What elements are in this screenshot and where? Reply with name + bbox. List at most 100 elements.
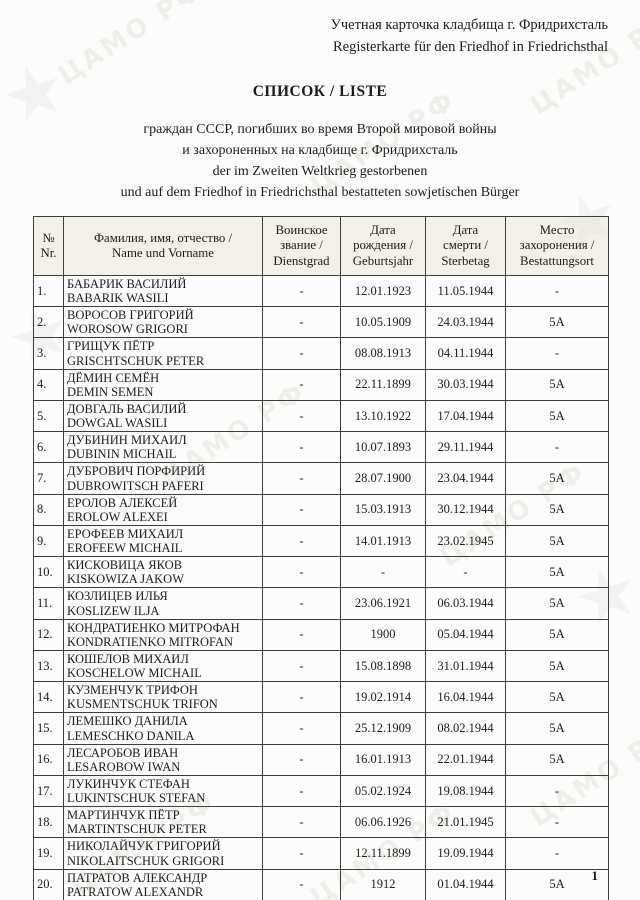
col-header-burial-place: Место захоронения / Bestattungsort [505,215,609,276]
death-date-cell: 19.09.1944 [425,837,506,870]
row-number: 17. [33,774,64,808]
rank-cell: - [262,868,341,900]
burial-place-cell: 5А [505,681,609,714]
table-row: 2. ВОРОСОВ ГРИГОРИЙ WOROSOW GRIGORI -10.05… [33,306,609,339]
death-date-cell: 31.01.1944 [425,649,506,683]
name-cell: МАРТИНЧУК ПЁТР MARTINTSCHUK PETER [63,806,263,839]
name-cell: ДОВГАЛЬ ВАСИЛИЙ DOWGAL WASILI [63,399,263,433]
birth-date-cell: 06.06.1926 [340,806,426,839]
birth-date-cell: 1900 [340,618,426,651]
death-date-cell: 30.12.1944 [425,493,506,526]
rank-cell: - [262,556,341,589]
name-cell: КИСКОВИЦА ЯКОВ KISKOWIZA JAKOW [63,556,263,589]
row-number: 7. [33,462,64,495]
rank-cell: - [262,649,341,683]
death-date-cell: - [425,556,506,589]
header-line-german: Registerkarte für den Friedhof in Friedr… [332,39,608,56]
rank-cell: - [262,462,341,495]
row-number: 18. [33,806,64,839]
burial-list-table: № Nr. Фамилия, имя, отчество / Name und … [33,215,609,900]
burial-place-cell: - [505,837,609,870]
name-cell: КОШЕЛОВ МИХАИЛ KOSCHELOW MICHAIL [63,649,263,683]
name-cell: ВОРОСОВ ГРИГОРИЙ WOROSOW GRIGORI [63,306,263,339]
death-date-cell: 30.03.1944 [425,368,506,401]
name-cell: ЛЕСАРОБОВ ИВАН LESAROBOW IWAN [63,743,263,776]
table-row: 7. ДУБРОВИЧ ПОРФИРИЙ DUBROWITSCH PAFERI -2… [33,462,609,495]
death-date-cell: 22.01.1944 [425,743,506,776]
row-number: 6. [33,431,64,464]
rank-cell: - [262,368,341,401]
birth-date-cell: - [340,556,426,589]
row-number: 5. [33,399,64,433]
table-row: 8. ЕРОЛОВ АЛЕКСЕЙ EROLOW ALEXEI -15.03.191… [33,493,609,526]
row-number: 15. [33,712,64,745]
burial-place-cell: - [505,806,609,839]
rank-cell: - [262,774,341,808]
table-row: 14. КУЗМЕНЧУК ТРИФОН KUSMENTSCHUK TRIFON -… [33,681,609,714]
rank-cell: - [262,337,341,370]
death-date-cell: 11.05.1944 [425,274,506,308]
birth-date-cell: 08.08.1913 [340,337,426,370]
burial-place-cell: 5А [505,462,609,495]
death-date-cell: 08.02.1944 [425,712,506,745]
table-row: 19. НИКОЛАЙЧУК ГРИГОРИЙ NIKOLAITSCHUK GRI… [33,837,609,870]
rank-cell: - [262,399,341,433]
table-header-row: № Nr. Фамилия, имя, отчество / Name und … [33,215,609,276]
rank-cell: - [262,274,341,308]
death-date-cell: 05.04.1944 [425,618,506,651]
rank-cell: - [262,431,341,464]
table-row: 6. ДУБИНИН МИХАИЛ DUBININ MICHAIL -10.07.1… [33,431,609,464]
death-date-cell: 04.11.1944 [425,337,506,370]
rank-cell: - [262,587,341,620]
birth-date-cell: 16.01.1913 [340,743,426,776]
row-number: 4. [33,368,64,401]
document-title: СПИСОК / LISTE [252,82,388,100]
name-cell: ЛЕМЕШКО ДАНИЛА LEMESCHKO DANILA [63,712,263,745]
table-row: 3. ГРИЩУК ПЁТР GRISCHTSCHUK PETER -08.08.1… [33,337,609,370]
rank-cell: - [262,618,341,651]
name-cell: БАБАРИК ВАСИЛИЙ BABARIK WASILI [63,274,263,308]
rank-cell: - [262,837,341,870]
death-date-cell: 23.02.1945 [425,524,506,558]
name-cell: ЛУКИНЧУК СТЕФАН LUKINTSCHUK STEFAN [63,774,263,808]
name-cell: КОЗЛИЦЕВ ИЛЬЯ KOSLIZEW ILJA [63,587,263,620]
name-cell: ГРИЩУК ПЁТР GRISCHTSCHUK PETER [63,337,263,370]
table-row: 13. КОШЕЛОВ МИХАИЛ KOSCHELOW MICHAIL -15.0… [33,649,609,683]
subtitle-line: граждан СССР, погибших во время Второй м… [143,121,497,137]
table-row: 11. КОЗЛИЦЕВ ИЛЬЯ KOSLIZEW ILJA -23.06.192… [33,587,609,620]
death-date-cell: 29.11.1944 [425,431,506,464]
rank-cell: - [262,524,341,558]
table-row: 16. ЛЕСАРОБОВ ИВАН LESAROBOW IWAN -16.01.1… [33,743,609,776]
name-cell: ПАТРАТОВ АЛЕКСАНДР PATRATOW ALEXANDR [63,868,263,900]
row-number: 9. [33,524,64,558]
birth-date-cell: 1912 [340,868,426,900]
burial-place-cell: - [505,431,609,464]
subtitle-line: и захороненных на кладбище г. Фридрихста… [182,142,458,158]
rank-cell: - [262,712,341,745]
burial-place-cell: 5А [505,618,609,651]
death-date-cell: 24.03.1944 [425,306,506,339]
row-number: 10. [33,556,64,589]
burial-place-cell: 5А [505,493,609,526]
page-number: 1 [591,868,599,883]
table-row: 18. МАРТИНЧУК ПЁТР MARTINTSCHUK PETER - 06.… [33,806,609,839]
birth-date-cell: 14.01.1913 [340,524,426,558]
birth-date-cell: 15.08.1898 [340,649,426,683]
death-date-cell: 16.04.1944 [425,681,506,714]
burial-place-cell: - [505,337,609,370]
subtitle-line: und auf dem Friedhof in Friedrichsthal b… [120,184,520,200]
birth-date-cell: 25.12.1909 [340,712,426,745]
row-number: 20. [33,868,64,900]
death-date-cell: 06.03.1944 [425,587,506,620]
table-row: 1. БАБАРИК ВАСИЛИЙ BABARIK WASILI -12.01.1… [33,274,609,308]
name-cell: ЕРОЛОВ АЛЕКСЕЙ EROLOW ALEXEI [63,493,263,526]
row-number: 11. [33,587,64,620]
death-date-cell: 21.01.1945 [425,806,506,839]
col-header-death-date: Дата смерти / Sterbetag [425,215,506,276]
death-date-cell: 19.08.1944 [425,774,506,808]
death-date-cell: 17.04.1944 [425,399,506,433]
col-header-rank: Воинское звание / Dienstgrad [262,215,341,276]
burial-place-cell: 5А [505,399,609,433]
burial-place-cell: 5А [505,556,609,589]
